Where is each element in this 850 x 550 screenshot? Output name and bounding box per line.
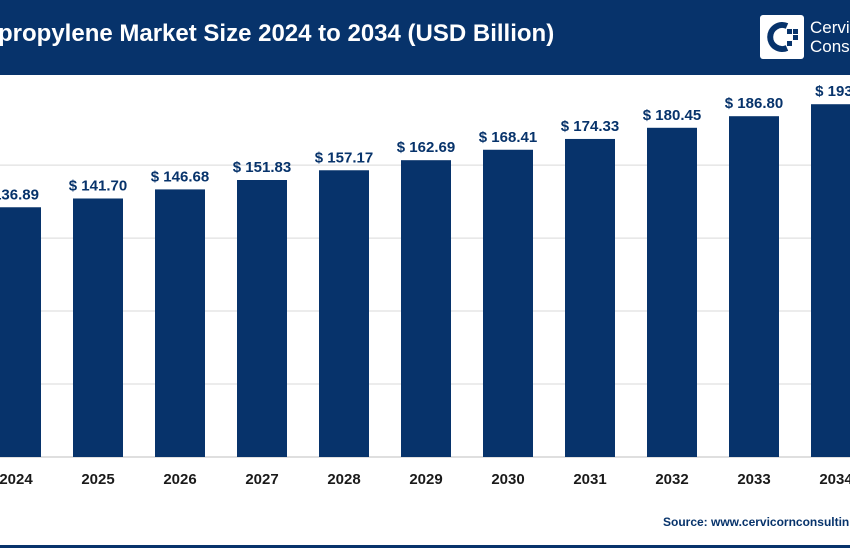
value-label-2027: $ 151.83 (233, 159, 291, 176)
bar-2025 (73, 198, 123, 458)
x-tick-2031: 2031 (573, 471, 606, 488)
value-label-2029: $ 162.69 (397, 139, 455, 156)
x-tick-2034: 2034 (819, 471, 850, 488)
bar-2031 (565, 138, 615, 458)
bar-2030 (483, 149, 533, 457)
value-label-2031: $ 174.33 (561, 118, 619, 135)
chart-header: lypropylene Market Size 2024 to 2034 (US… (0, 0, 850, 75)
x-tick-2028: 2028 (327, 471, 360, 488)
x-tick-2027: 2027 (245, 471, 278, 488)
value-label-2028: $ 157.17 (315, 149, 373, 166)
bar-2029 (401, 160, 451, 458)
bar-2026 (155, 189, 205, 457)
value-label-2033: $ 186.80 (725, 95, 783, 112)
logo-line-2: Consu (810, 37, 850, 56)
x-tick-2032: 2032 (655, 471, 688, 488)
value-label-2034: $ 193. (815, 83, 850, 100)
company-logo: Cervic Consu (760, 15, 850, 61)
bars (0, 104, 850, 458)
bar-2028 (319, 170, 369, 457)
bar-2024 (0, 207, 41, 457)
bar-2034 (811, 104, 850, 458)
value-labels: 136.89 $ 141.70 $ 146.68 $ 151.83 $ 157.17 $ … (0, 83, 850, 203)
logo-line-1: Cervic (810, 18, 850, 37)
bottom-rule (0, 545, 850, 548)
value-label-2024: 136.89 (0, 186, 39, 203)
x-tick-2029: 2029 (409, 471, 442, 488)
source-note: Source: www.cervicornconsultin (663, 515, 850, 529)
x-tick-2026: 2026 (163, 471, 196, 488)
bar-2027 (237, 180, 287, 458)
x-tick-2025: 2025 (81, 471, 114, 488)
chart-title: lypropylene Market Size 2024 to 2034 (US… (0, 20, 555, 47)
x-tick-2033: 2033 (737, 471, 770, 488)
x-tick-2030: 2030 (491, 471, 524, 488)
logo-text: Cervic Consu (810, 18, 850, 56)
value-label-2026: $ 146.68 (151, 168, 209, 185)
bar-2033 (729, 116, 779, 457)
value-label-2025: $ 141.70 (69, 177, 127, 194)
value-label-2032: $ 180.45 (643, 107, 701, 124)
cervicorn-logo-icon (760, 15, 804, 59)
x-tick-2024: 2024 (0, 471, 33, 488)
x-axis-ticks: 2024 2025 2026 2027 2028 2029 2030 2031 2032 2033… (0, 471, 850, 488)
bar-2032 (647, 127, 697, 457)
value-label-2030: $ 168.41 (479, 129, 537, 146)
